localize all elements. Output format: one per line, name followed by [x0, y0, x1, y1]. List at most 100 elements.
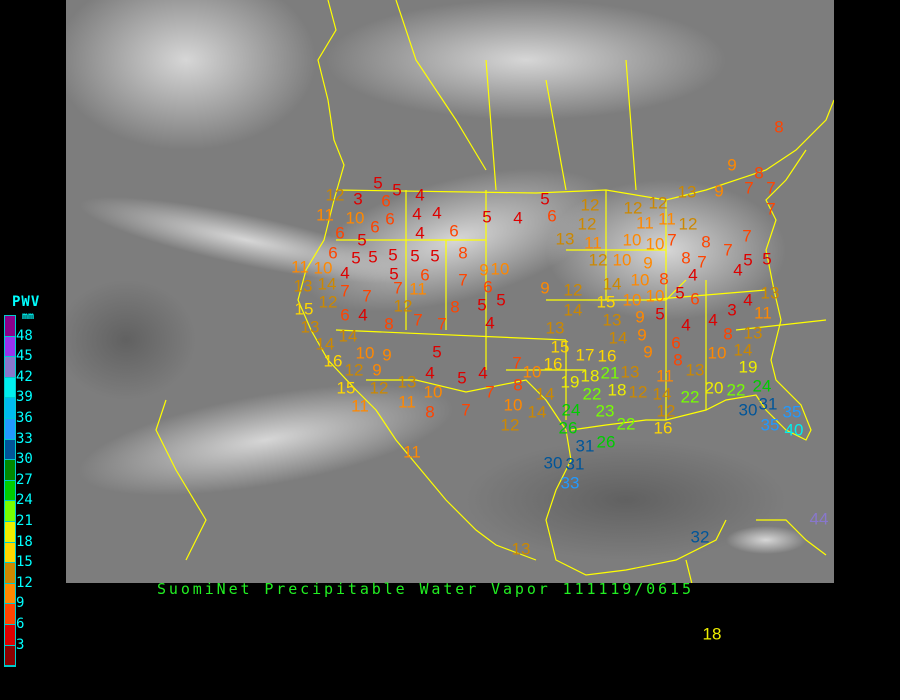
legend-label: 9 — [16, 595, 25, 612]
station-pwv-value: 8 — [774, 117, 784, 137]
station-pwv-value: 26 — [558, 418, 578, 438]
station-pwv-value: 8 — [458, 243, 468, 263]
station-pwv-value: 7 — [362, 286, 372, 306]
legend-color-bar — [4, 315, 16, 668]
station-pwv-value: 14 — [527, 402, 547, 422]
station-pwv-value: 15 — [596, 292, 616, 312]
legend-swatch — [5, 460, 15, 481]
station-pwv-value: 6 — [385, 209, 395, 229]
station-pwv-value: 6 — [449, 221, 459, 241]
legend-label: 48 — [16, 327, 33, 344]
station-pwv-value: 9 — [479, 260, 489, 280]
station-pwv-value: 5 — [389, 264, 399, 284]
station-pwv-value: 6 — [671, 333, 681, 353]
station-pwv-value: 13 — [397, 372, 417, 392]
station-pwv-value: 31 — [565, 454, 585, 474]
station-pwv-value: 11 — [584, 233, 602, 253]
station-pwv-value: 4 — [485, 313, 495, 333]
station-pwv-value: 4 — [415, 185, 425, 205]
station-pwv-value: 15 — [550, 337, 570, 357]
station-pwv-value: 5 — [477, 295, 487, 315]
station-pwv-value: 9 — [727, 155, 737, 175]
station-pwv-value: 13 — [555, 229, 575, 249]
station-pwv-value: 9 — [643, 342, 653, 362]
station-pwv-value: 12 — [628, 382, 648, 402]
station-pwv-value: 4 — [743, 290, 753, 310]
station-pwv-value: 8 — [450, 297, 460, 317]
station-pwv-value: 4 — [340, 263, 350, 283]
legend-swatch — [5, 521, 15, 543]
station-pwv-value: 9 — [382, 345, 392, 365]
station-pwv-value: 7 — [413, 310, 423, 330]
station-pwv-value: 20 — [704, 378, 724, 398]
legend-swatch — [5, 563, 15, 584]
station-pwv-value: 13 — [760, 283, 780, 303]
station-pwv-value: 3 — [727, 300, 737, 320]
station-pwv-value: 8 — [673, 350, 683, 370]
legend-label: 24 — [16, 492, 33, 509]
station-pwv-value: 5 — [655, 304, 665, 324]
station-pwv-value: 10 — [490, 259, 510, 279]
station-pwv-value: 12 — [344, 360, 364, 380]
station-pwv-value: 22 — [726, 380, 746, 400]
station-pwv-value: 10 — [645, 286, 665, 306]
station-pwv-value: 7 — [458, 270, 468, 290]
station-pwv-value: 5 — [373, 173, 383, 193]
legend-label: 42 — [16, 368, 33, 385]
station-pwv-value: 7 — [742, 226, 752, 246]
station-pwv-value: 31 — [575, 436, 595, 456]
station-pwv-value: 14 — [652, 384, 672, 404]
legend-swatch — [5, 501, 15, 522]
legend-title: PWV — [12, 294, 41, 310]
station-pwv-value: 11 — [656, 366, 674, 386]
station-pwv-value: 5 — [496, 290, 506, 310]
legend-label: 30 — [16, 451, 33, 468]
map-overlay — [66, 0, 834, 583]
station-pwv-value: 4 — [425, 363, 435, 383]
satellite-map: 5 5 12 3 6 4 11 10 6 4 4 5 4 5 6 6 6 4 6 5 5 5 6 5 5 5 8 11 10 4 5 6 10 9… — [66, 0, 834, 643]
legend-swatch — [5, 542, 15, 564]
station-pwv-value: 14 — [317, 274, 337, 294]
station-pwv-value: 31 — [758, 394, 778, 414]
station-pwv-value: 7 — [766, 178, 776, 198]
station-pwv-value: 19 — [738, 357, 758, 377]
legend-swatch — [5, 480, 15, 502]
station-pwv-value: 5 — [388, 245, 398, 265]
legend-label: 39 — [16, 389, 33, 406]
station-pwv-value: 5 — [743, 250, 753, 270]
station-pwv-value: 13 — [545, 318, 565, 338]
station-pwv-value: 7 — [437, 314, 447, 334]
station-pwv-value: 4 — [733, 260, 743, 280]
station-pwv-value: 5 — [540, 189, 550, 209]
legend-label: 21 — [16, 513, 33, 529]
station-pwv-value: 13 — [677, 182, 697, 202]
station-pwv-value: 10 — [522, 362, 542, 382]
station-pwv-value: 4 — [432, 203, 442, 223]
station-pwv-value: 5 — [675, 283, 685, 303]
station-pwv-value: 7 — [512, 353, 522, 373]
station-pwv-value: 10 — [612, 250, 632, 270]
station-pwv-value: 13 — [620, 362, 640, 382]
station-pwv-value: 32 — [690, 527, 710, 547]
station-pwv-value: 23 — [595, 401, 615, 421]
station-pwv-value: 17 — [575, 345, 595, 365]
legend-swatch — [5, 418, 15, 440]
station-pwv-value: 22 — [680, 387, 700, 407]
station-pwv-value: 10 — [622, 230, 642, 250]
station-pwv-value: 12 — [588, 250, 608, 270]
station-pwv-value: 7 — [485, 382, 495, 402]
station-pwv-value: 4 — [513, 208, 523, 228]
station-pwv-value: 12 — [318, 292, 338, 312]
station-pwv-value: 18 — [607, 380, 627, 400]
station-pwv-value: 14 — [315, 334, 335, 354]
legend-label: 12 — [16, 574, 33, 591]
station-pwv-value: 12 — [577, 214, 597, 234]
station-pwv-value: 5 — [368, 247, 378, 267]
station-pwv-value: 16 — [323, 351, 343, 371]
station-pwv-value: 44 — [809, 509, 829, 529]
legend-label: 6 — [16, 616, 25, 632]
legend-swatch — [5, 336, 15, 358]
station-pwv-value: 8 — [681, 248, 691, 268]
station-pwv-value: 12 — [623, 198, 643, 218]
station-pwv-value: 11 — [409, 279, 427, 299]
